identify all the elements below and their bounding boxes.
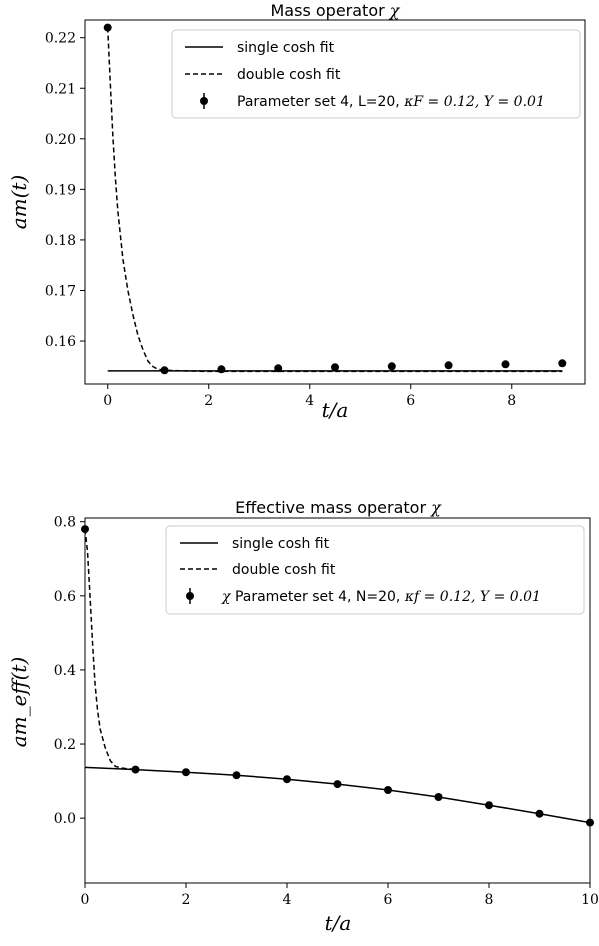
chart1-data-point [217,365,226,374]
chart2-x-tick-label: 0 [81,892,90,908]
chart1-legend-box [171,29,581,119]
chart1-y-axis-label: am(t) [7,175,31,230]
chart1-data-point [160,366,169,375]
chart2-y-tick-label: 0.2 [54,737,76,753]
chart2-legend-marker [186,592,194,600]
chart2-x-tick-label: 6 [384,892,393,908]
chart1-legend-marker [200,97,208,105]
chart2-x-tick-label: 4 [283,892,292,908]
chart1-y-tick-label: 0.16 [45,334,76,350]
chart2-y-axis-label: am_eff(t) [7,657,31,748]
chart-effective-mass-operator: Effective mass operator χ 0 2 4 6 8 10 0.0 0.2… [7,498,599,935]
chart1-data-point [444,361,453,370]
chart-mass-operator: Mass operator χ 0 2 4 6 8 0.16 0.17 0.18 0.19 0.… [7,1,586,422]
chart2-data-point [283,775,291,784]
chart1-data-point [331,363,339,372]
chart1-x-tick-label: 2 [204,393,213,409]
chart2-y-tick-label: 0.0 [54,811,76,827]
chart1-data-point [103,23,112,32]
chart1-y-tick-label: 0.19 [45,182,76,198]
chart1-x-tick-label: 8 [507,393,516,409]
chart2-data-point [182,768,190,777]
chart1-title: Mass operator χ [271,1,401,20]
chart2-y-tick-label: 0.6 [54,589,76,605]
chart1-y-tick-label: 0.20 [45,132,76,148]
chart1-legend-label-single: single cosh fit [237,40,335,56]
chart1-y-tick-label: 0.18 [45,233,76,249]
chart2-legend: single cosh fit double cosh fit χ Parame… [165,525,585,615]
chart1-plot-frame [84,19,586,385]
chart2-data-point [434,793,443,801]
chart2-legend-box [165,525,585,615]
chart2-data-point [333,780,342,789]
chart1-data-point [274,364,283,373]
chart2-data-point [232,771,241,780]
chart1-y-tick-label: 0.21 [45,81,76,97]
chart1-y-tick-label: 0.17 [45,283,76,299]
chart2-data-point [131,765,140,774]
chart2-y-tick-label: 0.8 [54,515,76,531]
chart1-data-point [501,360,510,369]
chart2-x-axis-label: t/a [325,911,352,935]
chart1-x-tick-label: 4 [305,393,314,409]
chart1-x-tick-label: 6 [406,393,415,409]
chart1-data-point [558,359,567,368]
chart2-title: Effective mass operator χ [235,498,442,517]
chart2-x-tick-label: 8 [485,892,494,908]
chart2-data-point [384,786,392,794]
chart2-x-tick-label: 2 [182,892,191,908]
chart2-legend-label-single: single cosh fit [232,536,330,552]
chart2-double-cosh-fit-line [85,529,136,771]
chart1-legend-label-double: double cosh fit [237,67,341,83]
chart1-double-cosh-fit-line [106,27,563,373]
chart2-legend-label-data: χ Parameter set 4, N=20, κf = 0.12, Y = … [221,589,541,605]
chart2-plot-frame [84,517,591,884]
chart1-y-tick-label: 0.22 [45,31,76,47]
chart2-data-point [485,801,493,810]
chart2-single-cosh-fit-line [85,766,590,824]
chart1-x-tick-label: 0 [103,393,112,409]
chart2-x-tick-label: 10 [581,892,599,908]
chart2-y-tick-label: 0.4 [54,663,76,679]
chart2-data-point [535,809,544,818]
chart1-legend: single cosh fit double cosh fit Paramete… [171,29,581,119]
chart1-legend-label-data: Parameter set 4, L=20, κF = 0.12, Y = 0.… [237,94,545,110]
chart1-x-axis-label: t/a [322,398,349,422]
chart2-legend-label-double: double cosh fit [232,562,336,578]
chart1-data-point [387,362,396,371]
